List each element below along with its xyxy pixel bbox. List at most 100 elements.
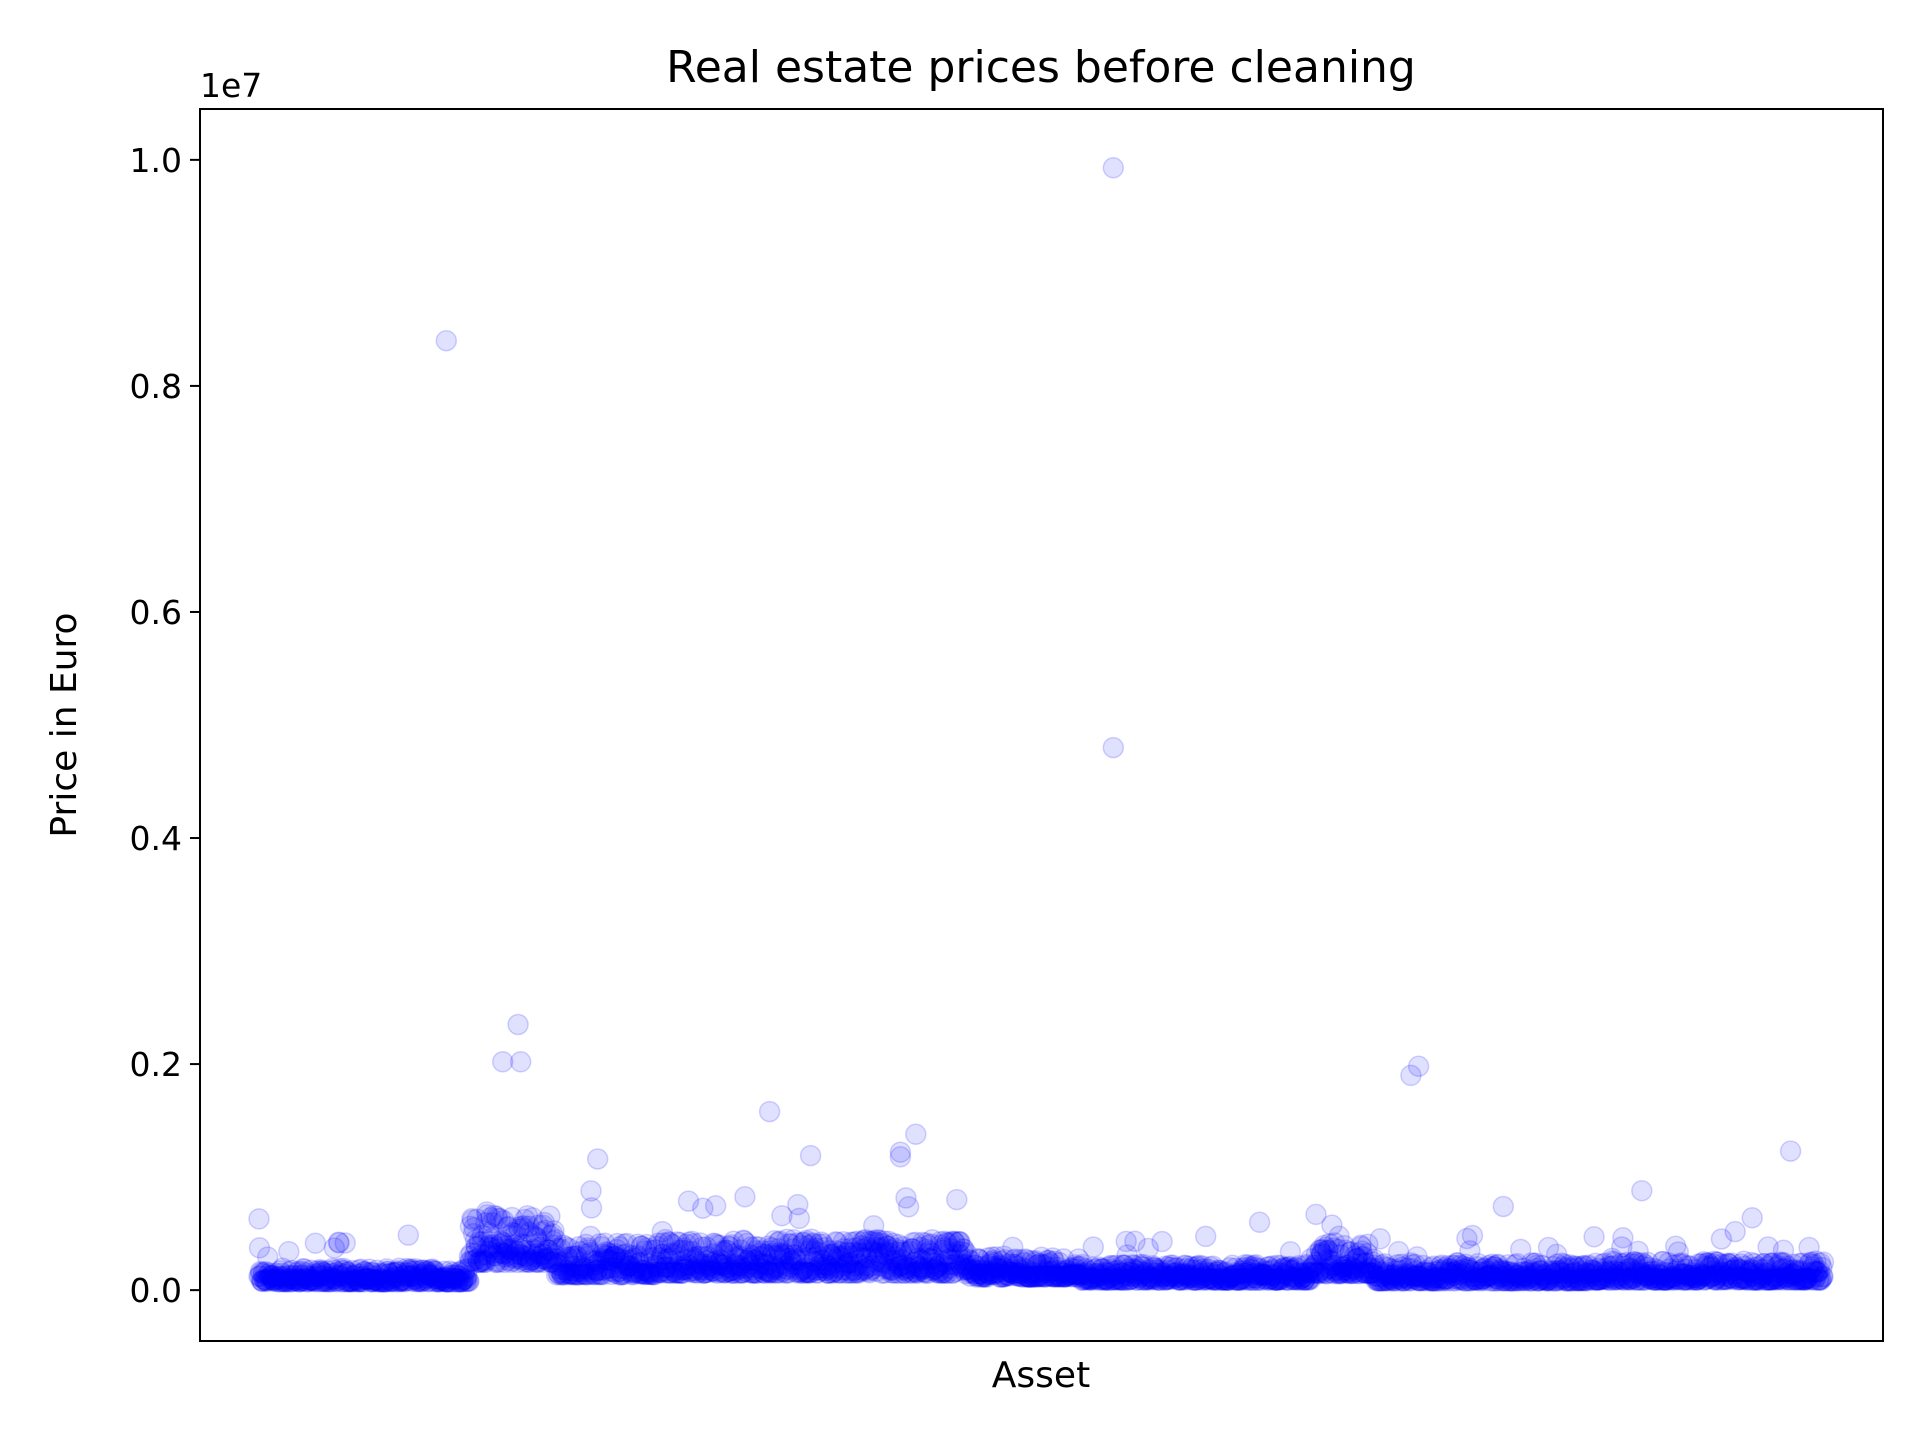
data-point — [492, 1243, 514, 1265]
data-point — [541, 1223, 564, 1245]
data-point — [266, 1271, 289, 1293]
data-point — [461, 1207, 483, 1230]
data-point — [503, 1239, 525, 1262]
data-point — [721, 1259, 743, 1281]
data-point — [779, 1256, 801, 1278]
data-point — [251, 1270, 273, 1293]
data-point — [675, 1240, 697, 1262]
data-point — [353, 1260, 375, 1283]
data-point — [327, 1269, 349, 1292]
data-point — [367, 1270, 390, 1292]
data-point — [663, 1261, 686, 1283]
data-point — [339, 1270, 361, 1293]
data-point — [488, 1242, 510, 1264]
data-point — [1194, 1225, 1217, 1248]
data-point — [260, 1266, 282, 1289]
data-point — [781, 1238, 804, 1260]
data-point — [366, 1269, 389, 1292]
data-point — [379, 1270, 402, 1293]
data-point — [716, 1256, 739, 1278]
data-point — [430, 1267, 453, 1289]
data-point — [284, 1267, 307, 1289]
data-point — [774, 1244, 797, 1266]
data-point — [749, 1253, 771, 1276]
data-point — [361, 1270, 383, 1293]
data-point — [702, 1243, 724, 1265]
data-point — [693, 1262, 715, 1284]
data-point — [578, 1263, 601, 1285]
data-point — [659, 1262, 682, 1284]
data-point — [638, 1263, 661, 1286]
data-point — [643, 1263, 666, 1286]
data-point — [618, 1252, 640, 1275]
y-tick-label: 0.0 — [130, 1271, 182, 1310]
data-point — [713, 1254, 736, 1276]
data-point — [272, 1265, 295, 1287]
data-point — [520, 1234, 543, 1256]
data-point — [517, 1251, 540, 1273]
data-point — [477, 1225, 500, 1247]
data-point — [771, 1246, 794, 1269]
data-point — [412, 1263, 434, 1285]
data-point — [662, 1260, 685, 1282]
data-point — [697, 1256, 719, 1278]
data-point — [561, 1263, 584, 1285]
data-point — [574, 1263, 596, 1286]
data-point — [707, 1252, 729, 1274]
data-point — [252, 1263, 274, 1285]
data-point — [640, 1260, 663, 1283]
data-point — [484, 1251, 507, 1274]
data-point — [577, 1239, 600, 1261]
data-point — [507, 1216, 530, 1238]
data-point — [522, 1243, 544, 1266]
data-point — [329, 1265, 352, 1287]
data-point — [630, 1262, 652, 1284]
data-point — [321, 1268, 343, 1291]
data-point — [559, 1263, 582, 1285]
data-point — [300, 1269, 322, 1292]
data-point — [584, 1254, 607, 1276]
data-point — [777, 1261, 800, 1284]
data-point — [744, 1248, 766, 1271]
data-point — [466, 1208, 488, 1231]
data-point — [721, 1262, 744, 1284]
data-point — [591, 1259, 613, 1281]
data-point — [496, 1216, 519, 1239]
data-point — [449, 1270, 471, 1293]
data-point — [368, 1267, 391, 1290]
data-point — [404, 1258, 427, 1280]
data-point — [371, 1270, 394, 1293]
data-point — [444, 1267, 466, 1290]
data-point — [272, 1270, 294, 1293]
data-point — [605, 1238, 628, 1261]
data-point — [705, 1234, 728, 1256]
data-point — [619, 1261, 642, 1284]
data-point — [776, 1228, 798, 1251]
data-point — [726, 1255, 748, 1278]
data-point — [308, 1265, 330, 1288]
data-point — [299, 1268, 322, 1291]
data-point — [359, 1270, 381, 1293]
data-point — [530, 1221, 553, 1243]
data-point — [362, 1271, 384, 1293]
data-point — [548, 1254, 571, 1277]
data-point — [546, 1253, 568, 1276]
data-point — [694, 1259, 717, 1281]
data-point — [404, 1267, 426, 1290]
data-point — [601, 1246, 623, 1269]
data-point — [392, 1270, 415, 1292]
data-point — [732, 1261, 754, 1284]
data-point — [450, 1259, 473, 1282]
data-point — [508, 1218, 530, 1241]
data-point — [706, 1253, 729, 1276]
data-point — [451, 1270, 473, 1293]
data-point — [708, 1254, 730, 1276]
data-point — [493, 1243, 516, 1265]
data-point — [590, 1236, 613, 1258]
data-point — [715, 1239, 737, 1262]
data-point — [276, 1269, 298, 1291]
data-point — [359, 1264, 382, 1287]
data-point — [645, 1235, 668, 1257]
data-point — [417, 1270, 439, 1292]
data-point — [683, 1259, 706, 1281]
